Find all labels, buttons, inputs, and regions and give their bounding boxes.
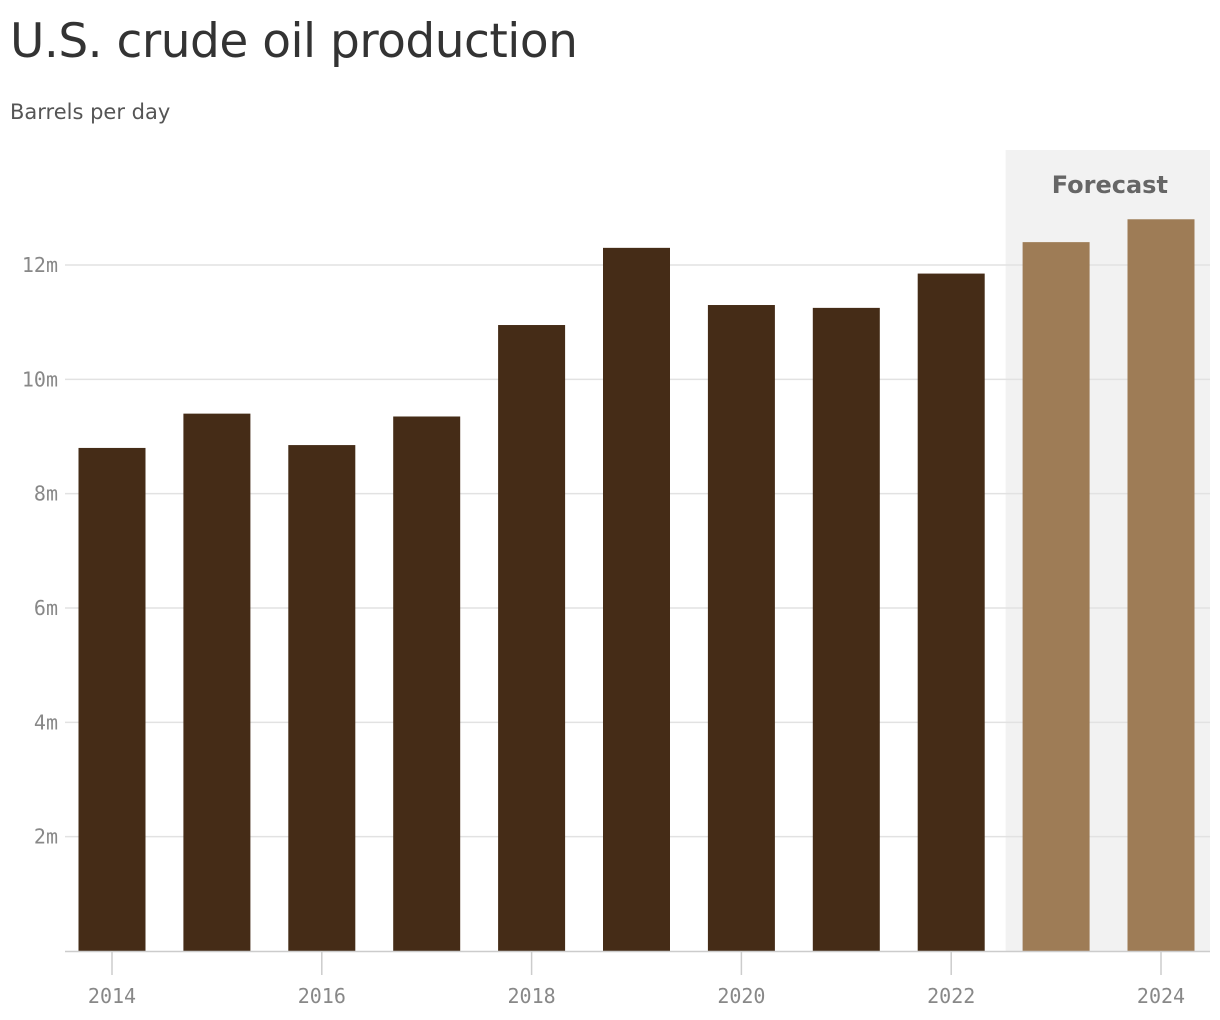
- bar: [78, 447, 146, 951]
- bar: [603, 247, 670, 952]
- forecast-label: Forecast: [1052, 171, 1168, 199]
- y-tick-label: 4m: [34, 710, 58, 734]
- forecast-bar: [1127, 219, 1195, 951]
- bar: [812, 307, 880, 951]
- x-tick-label: 2024: [1137, 984, 1185, 1008]
- forecast-bar: [1022, 242, 1090, 952]
- x-tick-label: 2018: [508, 984, 556, 1008]
- y-tick-label: 10m: [22, 367, 58, 391]
- bar: [498, 325, 566, 951]
- x-tick-label: 2022: [927, 984, 975, 1008]
- bar: [707, 305, 775, 951]
- x-tick-label: 2014: [88, 984, 136, 1008]
- bar: [393, 416, 461, 951]
- y-tick-label: 12m: [22, 253, 58, 277]
- chart-subtitle: Barrels per day: [10, 100, 171, 124]
- y-tick-label: 2m: [34, 825, 58, 849]
- bar: [183, 413, 251, 952]
- chart-title: U.S. crude oil production: [10, 14, 578, 69]
- y-tick-label: 8m: [34, 482, 58, 506]
- x-tick-label: 2020: [717, 984, 765, 1008]
- x-tick-label: 2016: [298, 984, 346, 1008]
- y-tick-label: 6m: [34, 596, 58, 620]
- bar: [288, 445, 356, 951]
- bar: [917, 273, 985, 951]
